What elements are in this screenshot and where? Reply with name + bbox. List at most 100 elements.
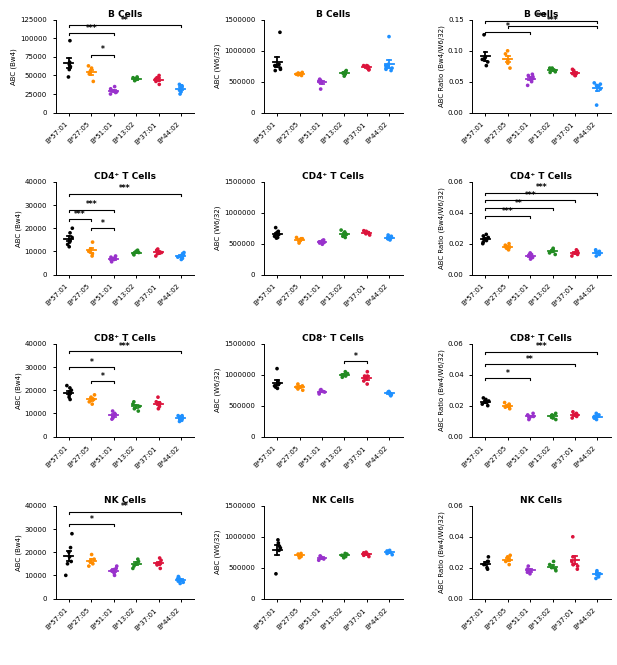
- Text: *: *: [354, 352, 357, 361]
- Point: [85, 68, 94, 79]
- Point: [314, 555, 324, 565]
- Point: [173, 576, 183, 587]
- Point: [87, 251, 97, 261]
- Point: [568, 559, 578, 570]
- Point: [320, 387, 329, 398]
- Point: [65, 35, 75, 46]
- Point: [177, 413, 187, 424]
- Point: [481, 235, 491, 246]
- Point: [592, 414, 602, 425]
- Point: [154, 79, 164, 90]
- Point: [178, 249, 188, 260]
- Title: NK Cells: NK Cells: [104, 496, 146, 505]
- Point: [551, 408, 561, 419]
- Point: [84, 246, 94, 257]
- Point: [338, 68, 348, 78]
- Point: [381, 64, 391, 74]
- Point: [293, 379, 303, 390]
- Point: [173, 410, 183, 421]
- Point: [61, 570, 71, 581]
- Point: [109, 564, 119, 575]
- Point: [132, 72, 142, 82]
- Text: *: *: [89, 358, 93, 367]
- Point: [547, 563, 557, 573]
- Point: [107, 257, 117, 267]
- Point: [364, 551, 374, 562]
- Text: *: *: [89, 515, 93, 524]
- Point: [503, 58, 513, 68]
- Point: [316, 384, 326, 395]
- Point: [341, 551, 350, 562]
- Point: [319, 554, 329, 565]
- Point: [545, 247, 555, 258]
- Point: [383, 387, 393, 398]
- Point: [526, 565, 536, 576]
- Point: [503, 400, 513, 411]
- Point: [316, 84, 326, 94]
- Text: **: **: [526, 354, 534, 364]
- Point: [528, 73, 538, 84]
- Point: [547, 63, 557, 73]
- Point: [315, 388, 325, 398]
- Point: [567, 251, 577, 261]
- Point: [151, 76, 161, 86]
- Point: [383, 233, 392, 244]
- Point: [157, 247, 167, 258]
- Point: [359, 225, 369, 236]
- Point: [387, 549, 397, 560]
- Point: [129, 561, 139, 571]
- Point: [156, 555, 166, 566]
- Point: [505, 63, 515, 73]
- Point: [359, 550, 369, 561]
- Point: [271, 569, 281, 579]
- Point: [594, 569, 603, 579]
- Point: [503, 55, 513, 65]
- Point: [108, 410, 118, 421]
- Point: [481, 394, 491, 405]
- Point: [341, 366, 350, 377]
- Point: [528, 252, 537, 263]
- Point: [568, 559, 578, 570]
- Point: [568, 406, 578, 417]
- Text: *: *: [506, 368, 510, 378]
- Point: [381, 63, 391, 73]
- Point: [295, 236, 305, 247]
- Point: [151, 74, 160, 84]
- Point: [385, 235, 395, 245]
- Point: [129, 249, 139, 260]
- Point: [341, 370, 350, 381]
- Point: [274, 229, 284, 239]
- Point: [362, 61, 371, 71]
- Point: [109, 568, 119, 579]
- Point: [482, 397, 492, 408]
- Point: [361, 547, 371, 557]
- Point: [293, 549, 303, 559]
- Y-axis label: ABC (Bw4): ABC (Bw4): [15, 210, 22, 247]
- Point: [155, 563, 165, 574]
- Point: [106, 88, 115, 99]
- Point: [151, 396, 161, 407]
- Point: [174, 573, 184, 583]
- Point: [130, 404, 139, 414]
- Point: [86, 63, 96, 73]
- Point: [107, 565, 117, 576]
- Text: ***: ***: [119, 184, 131, 194]
- Point: [153, 244, 163, 255]
- Point: [383, 229, 393, 240]
- Point: [175, 578, 185, 589]
- Point: [65, 227, 75, 238]
- Point: [135, 401, 144, 412]
- Point: [67, 223, 77, 233]
- Point: [86, 392, 96, 402]
- Point: [271, 382, 281, 392]
- Point: [273, 379, 283, 390]
- Point: [362, 228, 371, 239]
- Point: [177, 410, 187, 421]
- Point: [505, 550, 515, 561]
- Point: [551, 565, 561, 576]
- Point: [383, 61, 393, 72]
- Point: [276, 64, 286, 74]
- Point: [525, 569, 535, 579]
- Point: [128, 72, 138, 83]
- Text: ***: ***: [119, 342, 131, 350]
